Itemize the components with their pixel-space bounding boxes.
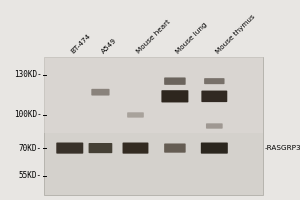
Text: -RASGRP3: -RASGRP3 [265, 145, 300, 151]
Text: 130KD-: 130KD- [14, 70, 42, 79]
FancyBboxPatch shape [56, 143, 83, 154]
FancyBboxPatch shape [122, 143, 148, 154]
FancyBboxPatch shape [164, 77, 186, 85]
FancyBboxPatch shape [204, 78, 224, 84]
FancyBboxPatch shape [201, 143, 228, 154]
Text: Mouse heart: Mouse heart [136, 19, 172, 55]
Text: Mouse lung: Mouse lung [175, 21, 208, 55]
Bar [44, 57, 262, 133]
Text: BT-474: BT-474 [70, 33, 92, 55]
FancyBboxPatch shape [88, 143, 112, 153]
FancyBboxPatch shape [127, 112, 144, 118]
FancyBboxPatch shape [91, 89, 110, 96]
Text: Mouse thymus: Mouse thymus [214, 13, 256, 55]
Text: 70KD-: 70KD- [19, 144, 42, 153]
Text: A549: A549 [100, 37, 118, 55]
Text: 100KD-: 100KD- [14, 110, 42, 119]
FancyBboxPatch shape [164, 143, 186, 153]
Bar [44, 57, 262, 195]
Text: 55KD-: 55KD- [19, 171, 42, 180]
FancyBboxPatch shape [206, 123, 223, 129]
FancyBboxPatch shape [201, 91, 227, 102]
FancyBboxPatch shape [161, 90, 188, 102]
